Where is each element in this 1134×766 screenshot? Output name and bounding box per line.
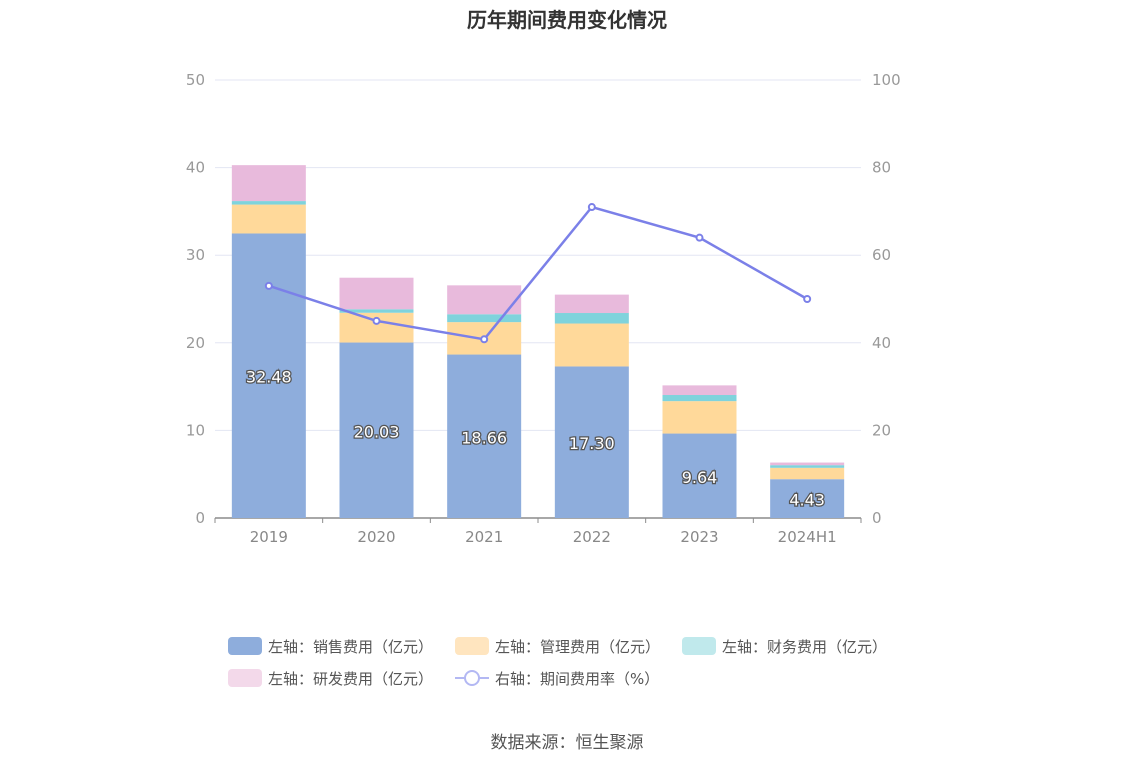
bar-finance xyxy=(339,309,414,313)
data-label-sales: 32.48 xyxy=(246,368,292,387)
y-right-tick-label: 80 xyxy=(872,159,891,177)
legend-item-expense-ratio[interactable]: 右轴：期间费用率（%） xyxy=(455,668,659,689)
legend-label-rnd: 左轴：研发费用（亿元） xyxy=(268,669,434,688)
bar-finance xyxy=(231,201,306,205)
bar-rnd xyxy=(231,165,306,202)
y-left-tick-label: 40 xyxy=(186,159,205,177)
legend-swatch-expense-ratio xyxy=(455,669,490,687)
y-right-tick-label: 40 xyxy=(872,334,891,352)
y-left-tick-label: 10 xyxy=(186,421,205,439)
legend-swatch-rnd xyxy=(228,669,262,687)
legend-item-finance[interactable]: 左轴：财务费用（亿元） xyxy=(682,636,887,657)
expense-ratio-point xyxy=(803,295,812,303)
expense-ratio-point xyxy=(480,335,489,344)
bar-admin xyxy=(662,401,737,434)
data-source: 数据来源：恒生聚源 xyxy=(490,733,644,753)
chart-legend: 左轴：销售费用（亿元） 左轴：管理费用（亿元） 左轴：财务费用（亿元） 左轴：研… xyxy=(228,630,928,694)
bar-admin xyxy=(770,467,845,480)
bar-sales xyxy=(447,354,522,518)
y-right-tick-label: 100 xyxy=(872,71,901,89)
data-label-sales: 17.30 xyxy=(569,434,615,453)
y-left-tick-label: 50 xyxy=(186,71,205,89)
legend-swatch-finance xyxy=(682,637,717,655)
bar-sales xyxy=(231,233,306,518)
bar-rnd xyxy=(770,462,845,466)
y-right-tick-label: 60 xyxy=(872,246,891,264)
legend-swatch-admin xyxy=(455,637,490,655)
y-left-tick-label: 20 xyxy=(186,334,205,352)
bar-finance xyxy=(770,465,845,468)
legend-swatch-sales xyxy=(228,637,262,655)
bar-sales xyxy=(339,342,414,518)
chart-svg: 0 10 20 30 40 50 0 20 40 60 80 100 2019 2020 2021 2022 2… xyxy=(186,71,901,546)
x-tick-label: 2023 xyxy=(680,528,718,546)
legend-label-finance: 左轴：财务费用（亿元） xyxy=(722,637,888,656)
expense-ratio-line xyxy=(268,205,808,341)
x-tick-label: 2019 xyxy=(250,528,288,546)
x-tick-label: 2021 xyxy=(465,528,503,546)
bar-admin xyxy=(231,204,306,234)
legend-item-rnd[interactable]: 左轴：研发费用（亿元） xyxy=(228,668,433,689)
x-tick-label: 2022 xyxy=(573,528,611,546)
bar-rnd xyxy=(447,285,522,315)
expense-ratio-point xyxy=(372,316,381,325)
y-left-tick-label: 0 xyxy=(195,509,205,527)
data-label-sales: 4.43 xyxy=(789,491,825,510)
x-tick-label: 2024H1 xyxy=(778,528,837,546)
bar-admin xyxy=(554,323,629,367)
expense-ratio-point xyxy=(587,203,596,212)
x-tick-label: 2020 xyxy=(357,528,395,546)
bar-sales xyxy=(662,433,737,518)
data-label-sales: 20.03 xyxy=(354,422,400,441)
bar-finance xyxy=(447,314,522,323)
bar-sales xyxy=(770,479,845,518)
bar-sales xyxy=(554,366,629,518)
legend-label-sales: 左轴：销售费用（亿元） xyxy=(268,637,434,656)
y-right-tick-label: 20 xyxy=(872,421,891,439)
legend-label-expense-ratio: 右轴：期间费用率（%） xyxy=(495,669,660,688)
chart-title: 历年期间费用变化情况 xyxy=(467,8,667,32)
legend-label-admin: 左轴：管理费用（亿元） xyxy=(495,637,661,656)
legend-item-sales[interactable]: 左轴：销售费用（亿元） xyxy=(228,636,433,657)
bar-rnd xyxy=(554,294,629,314)
bar-finance xyxy=(554,313,629,324)
data-label-sales: 9.64 xyxy=(682,468,718,487)
bar-rnd xyxy=(339,277,414,310)
bar-rnd xyxy=(662,385,737,396)
expense-ratio-point xyxy=(695,233,704,242)
y-left-tick-label: 30 xyxy=(186,246,205,264)
legend-item-admin[interactable]: 左轴：管理费用（亿元） xyxy=(455,636,660,657)
data-label-sales: 18.66 xyxy=(461,428,507,447)
bar-finance xyxy=(662,395,737,402)
expense-ratio-point xyxy=(264,281,273,290)
y-right-tick-label: 0 xyxy=(872,509,882,527)
